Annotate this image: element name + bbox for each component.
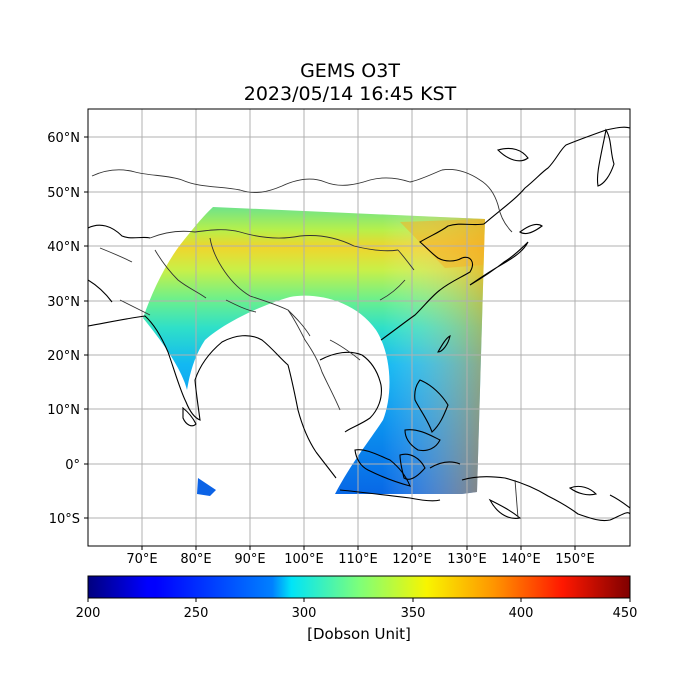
colorbar: [87, 575, 631, 599]
colorbar-tick-label: 200: [76, 606, 101, 621]
lon-tick-label: 80°E: [180, 552, 211, 567]
colorbar-ticks: [87, 598, 631, 602]
lon-tick-labels: 70°E 80°E 90°E 100°E 110°E 120°E 130°E 1…: [126, 552, 594, 567]
lat-tick-label: 0°: [65, 458, 80, 473]
lat-tick-label: 30°N: [47, 295, 80, 310]
lat-tick-label: 20°N: [47, 349, 80, 364]
lat-tick-label: 50°N: [47, 186, 80, 201]
colorbar-tick-label: 400: [509, 606, 534, 621]
lon-tick-label: 70°E: [126, 552, 157, 567]
lon-tick-label: 140°E: [501, 552, 541, 567]
lat-tick-label: 40°N: [47, 240, 80, 255]
colorbar-tick-label: 450: [613, 606, 638, 621]
colorbar-tick-label: 250: [184, 606, 209, 621]
lat-tick-label: 60°N: [47, 131, 80, 146]
coastlines: [88, 126, 630, 522]
lon-tick-label: 100°E: [284, 552, 324, 567]
map-title: GEMS O3T: [300, 60, 400, 82]
tick-marks: [84, 136, 576, 550]
lon-tick-label: 120°E: [392, 552, 432, 567]
colorbar-tick-labels: 200 250 300 350 400 450: [76, 606, 638, 621]
lat-tick-label: 10°S: [49, 512, 80, 527]
ozone-swath: [143, 207, 485, 496]
lon-tick-label: 130°E: [447, 552, 487, 567]
colorbar-tick-label: 300: [292, 606, 317, 621]
map-frame: [87, 108, 631, 547]
lat-tick-labels: 60°N 50°N 40°N 30°N 20°N 10°N 0° 10°S: [47, 131, 80, 527]
map-gridlines: [88, 109, 630, 546]
colorbar-tick-label: 350: [401, 606, 426, 621]
lon-tick-label: 90°E: [234, 552, 265, 567]
lon-tick-label: 150°E: [555, 552, 595, 567]
colorbar-label: [Dobson Unit]: [307, 625, 411, 643]
country-borders: [91, 169, 519, 519]
map-subtitle: 2023/05/14 16:45 KST: [243, 83, 457, 105]
lon-tick-label: 110°E: [338, 552, 378, 567]
lat-tick-label: 10°N: [47, 403, 80, 418]
